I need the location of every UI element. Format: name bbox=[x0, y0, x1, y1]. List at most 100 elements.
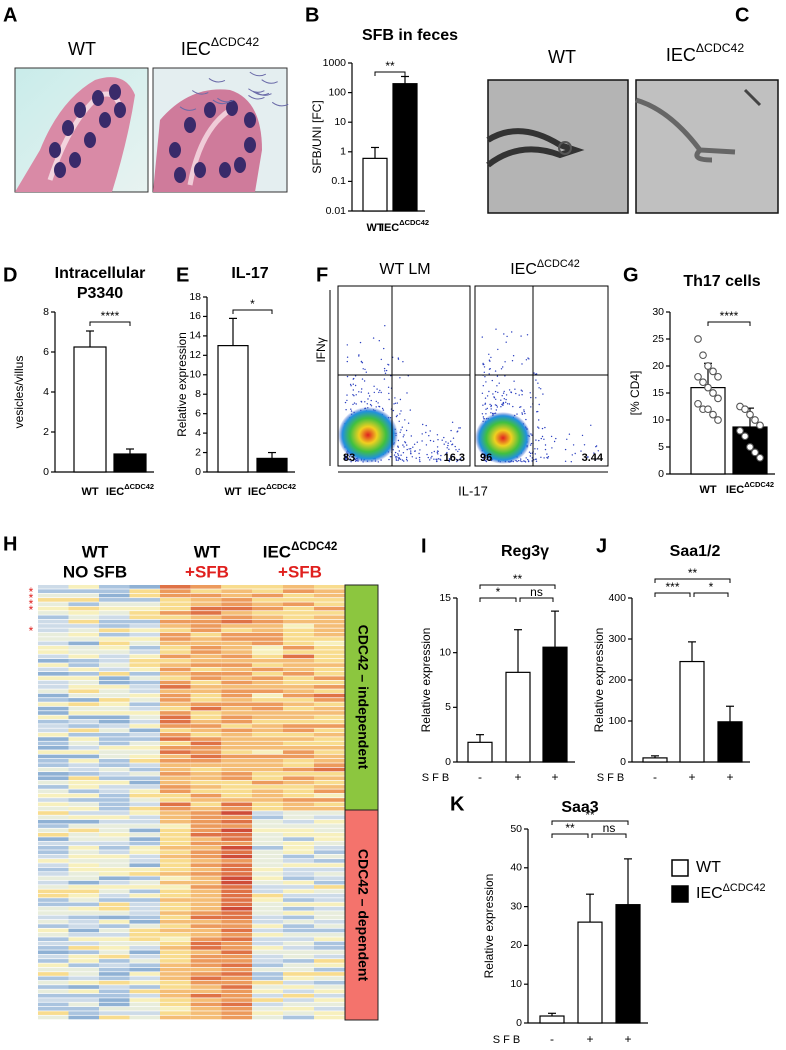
heatmap-cell bbox=[68, 989, 99, 994]
x-tick-label: WT bbox=[699, 484, 716, 496]
heatmap-cell bbox=[252, 711, 283, 715]
event-dot bbox=[529, 444, 532, 446]
heatmap-cell bbox=[160, 654, 191, 659]
heatmap-cell bbox=[252, 954, 283, 959]
event-dot bbox=[597, 450, 599, 452]
heatmap-cell bbox=[129, 1011, 160, 1015]
heatmap-cell bbox=[283, 767, 314, 772]
event-dot bbox=[512, 355, 515, 357]
event-dot bbox=[488, 390, 490, 393]
heatmap-cell bbox=[160, 724, 191, 728]
heatmap-cell bbox=[190, 924, 222, 928]
nucleus bbox=[226, 100, 238, 116]
y-tick-label: 0.01 bbox=[326, 205, 347, 217]
heatmap-cell bbox=[68, 585, 99, 589]
heatmap-cell bbox=[252, 645, 283, 650]
event-dot bbox=[410, 450, 412, 452]
heatmap-cell bbox=[129, 859, 160, 863]
heatmap-cell bbox=[68, 624, 99, 628]
heatmap-cell bbox=[190, 672, 222, 676]
heatmap-cell bbox=[160, 1015, 191, 1020]
event-dot bbox=[405, 458, 408, 461]
bar bbox=[217, 345, 249, 473]
event-dot bbox=[419, 460, 421, 463]
heatmap-cell bbox=[129, 606, 160, 611]
heatmap-cell bbox=[160, 924, 191, 928]
heatmap-cell bbox=[38, 785, 69, 789]
heatmap-cell bbox=[68, 928, 99, 933]
heatmap-cell bbox=[252, 728, 283, 733]
heatmap-cell bbox=[99, 898, 130, 902]
heatmap-cell bbox=[283, 693, 314, 698]
panel-letter: E bbox=[176, 264, 189, 286]
bar bbox=[542, 646, 568, 763]
heatmap-cell bbox=[252, 654, 283, 659]
heatmap-cell bbox=[252, 989, 283, 994]
heatmap-cell bbox=[314, 672, 345, 676]
event-dot bbox=[533, 459, 535, 461]
heatmap-cell bbox=[68, 889, 99, 894]
heatmap-cell bbox=[38, 963, 69, 968]
heatmap-cell bbox=[68, 967, 99, 972]
heatmap-cell bbox=[129, 672, 160, 676]
heatmap-cell bbox=[221, 750, 252, 754]
event-dot bbox=[411, 456, 413, 458]
heatmap-cell bbox=[314, 680, 345, 685]
heatmap-cell bbox=[68, 724, 99, 728]
heatmap-cell bbox=[160, 880, 191, 885]
event-dot bbox=[493, 396, 495, 398]
nucleus bbox=[84, 132, 96, 148]
heatmap-cell bbox=[160, 711, 191, 715]
heatmap-cell bbox=[68, 741, 99, 746]
event-dot bbox=[352, 389, 354, 391]
heatmap-cell bbox=[129, 754, 160, 759]
heatmap-cell bbox=[38, 741, 69, 746]
heatmap-cell bbox=[99, 759, 130, 763]
heatmap-cell bbox=[283, 959, 314, 963]
heatmap-cell bbox=[283, 906, 314, 911]
event-dot bbox=[393, 454, 396, 456]
heatmap-cell bbox=[221, 776, 252, 781]
nucleus bbox=[69, 152, 81, 168]
heatmap-cell bbox=[160, 889, 191, 894]
event-dot bbox=[352, 394, 354, 396]
heatmap-cell bbox=[314, 915, 345, 920]
heatmap-cell bbox=[190, 741, 222, 746]
heatmap-cell bbox=[99, 632, 130, 637]
heatmap-cell bbox=[160, 785, 191, 789]
heatmap-cell bbox=[99, 680, 130, 685]
event-dot bbox=[384, 372, 387, 374]
event-dot bbox=[524, 460, 526, 462]
heatmap-cell bbox=[129, 615, 160, 620]
heatmap-cell bbox=[129, 819, 160, 824]
heatmap-cell bbox=[129, 1015, 160, 1020]
heatmap-cell bbox=[314, 706, 345, 711]
y-tick-label: 16 bbox=[189, 310, 201, 322]
event-dot bbox=[512, 405, 514, 408]
heatmap-cell bbox=[314, 972, 345, 976]
heatmap-cell bbox=[190, 980, 222, 985]
heatmap-cell bbox=[190, 706, 222, 711]
heatmap-cell bbox=[221, 589, 252, 593]
heatmap-cell bbox=[38, 898, 69, 902]
heatmap-cell bbox=[99, 745, 130, 750]
bacterium bbox=[217, 97, 234, 103]
event-dot bbox=[354, 460, 357, 462]
heatmap-cell bbox=[68, 732, 99, 737]
heatmap-cell bbox=[190, 828, 222, 833]
heatmap-cell bbox=[38, 641, 69, 646]
heatmap-cell bbox=[129, 911, 160, 915]
event-dot bbox=[360, 360, 363, 363]
significance-label: ** bbox=[513, 572, 523, 586]
heatmap-cell bbox=[160, 841, 191, 846]
heatmap-cell bbox=[68, 863, 99, 868]
heatmap-cell bbox=[221, 706, 252, 711]
event-dot bbox=[452, 437, 455, 439]
heatmap-cell bbox=[160, 672, 191, 676]
nucleus bbox=[234, 157, 246, 173]
event-dot bbox=[566, 438, 568, 440]
event-dot bbox=[525, 359, 528, 361]
heatmap-cell bbox=[99, 706, 130, 711]
data-point bbox=[714, 394, 722, 403]
heatmap-cell bbox=[190, 754, 222, 759]
